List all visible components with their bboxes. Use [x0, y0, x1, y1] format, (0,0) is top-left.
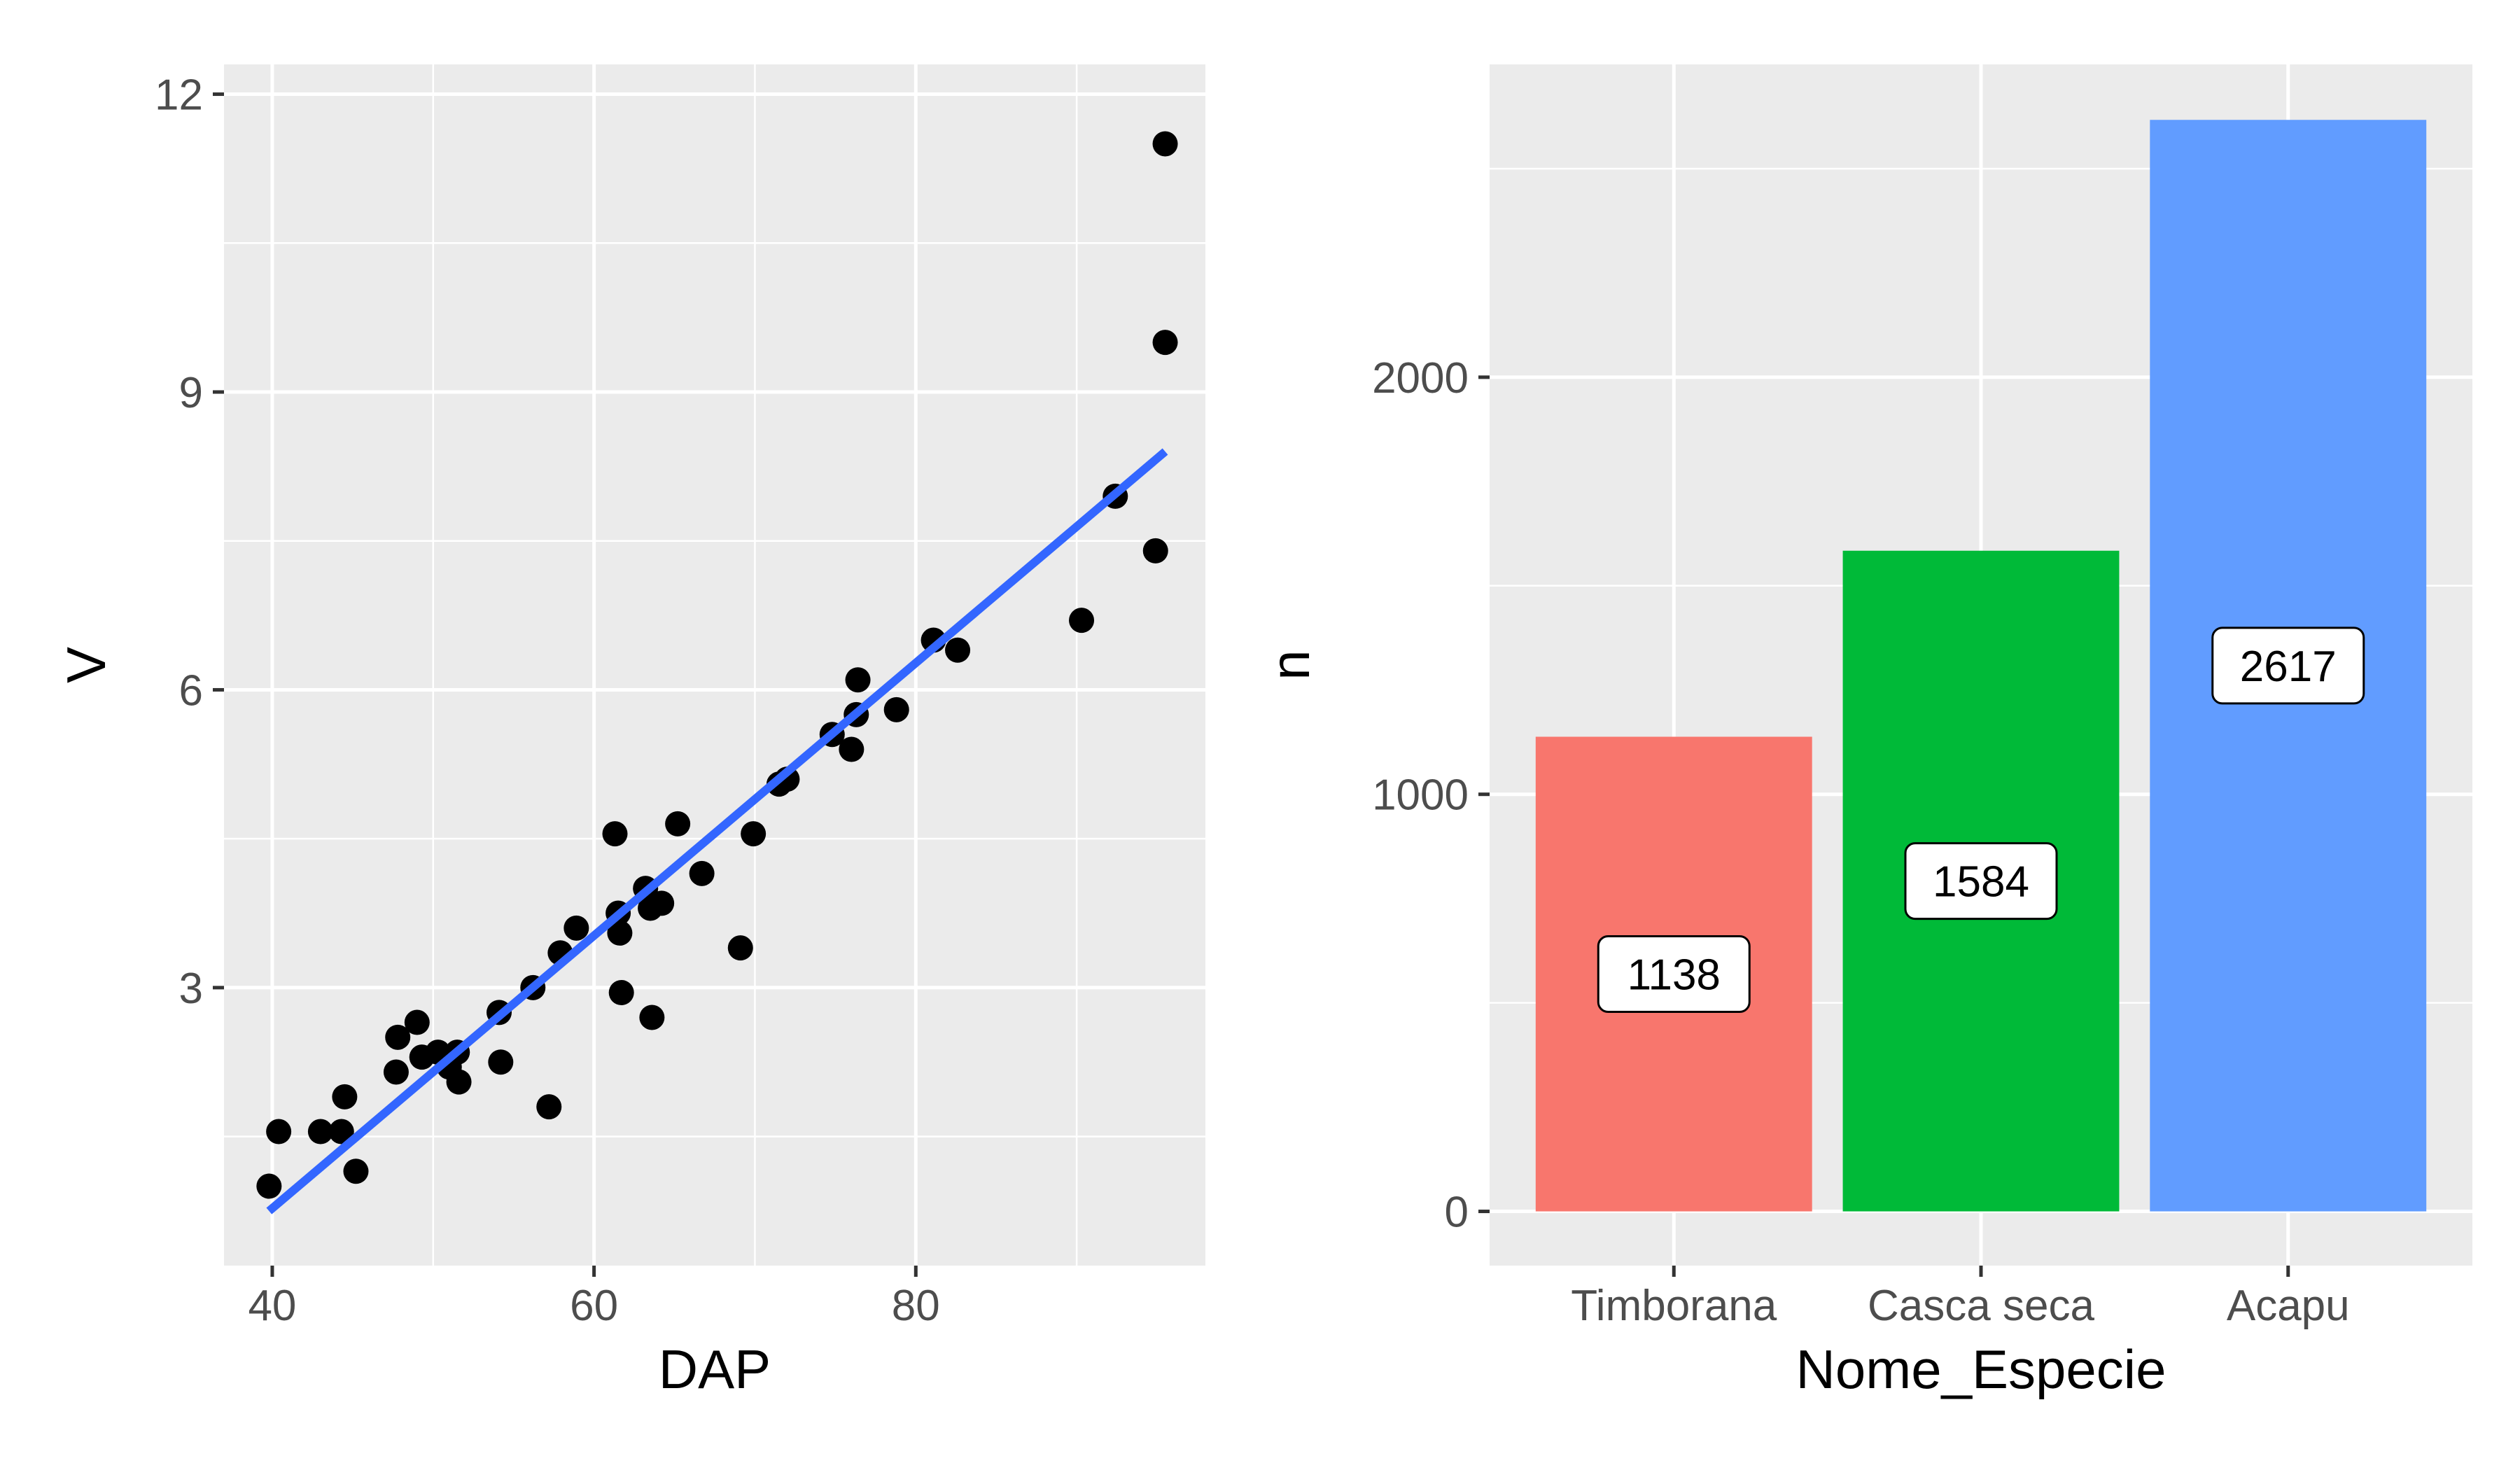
scatter-point [266, 1119, 292, 1144]
scatter-point [564, 915, 589, 941]
scatter-point [839, 736, 864, 762]
scatter-point [845, 667, 871, 693]
scatter-point [649, 890, 675, 916]
scatter-point [488, 1049, 514, 1075]
scatter-point [945, 637, 971, 663]
bar-panel: 0 1000 2000 1138 1584 2617 Timborana Casca seca… [1259, 64, 2472, 1400]
bar-data-label-box [1597, 935, 1751, 1014]
scatter-y-tick-label: 9 [179, 369, 203, 417]
bar-x-tick-label: Casca seca [1868, 1282, 2094, 1330]
scatter-y-axis-title: V [55, 647, 117, 683]
bar-data-label: 1138 [1628, 951, 1721, 1000]
scatter-point [343, 1158, 369, 1184]
scatter-point [307, 1119, 333, 1144]
bar-x-axis-title: Nome_Especie [1796, 1338, 2166, 1400]
scatter-point [741, 821, 766, 847]
scatter-fit-line [266, 448, 1168, 1214]
scatter-point [1069, 608, 1095, 634]
bar-x-tick-label: Acapu [2227, 1282, 2350, 1330]
bar-data-label: 1584 [1933, 858, 2029, 906]
bar-y-axis-title: n [1259, 650, 1321, 680]
bar-data-label-box [1904, 842, 2058, 920]
scatter-point [727, 935, 753, 961]
scatter-point [536, 1094, 562, 1120]
scatter-y-tick-label: 6 [179, 666, 203, 715]
scatter-point [689, 860, 715, 886]
scatter-point [602, 821, 628, 847]
bar-data-label: 2617 [2240, 643, 2337, 691]
bar-y-tick-label: 1000 [1372, 771, 1469, 820]
scatter-point [883, 696, 909, 722]
scatter-x-tick-label: 80 [892, 1282, 940, 1330]
bar-x-tick-label: Timborana [1571, 1282, 1777, 1330]
scatter-x-tick-label: 40 [248, 1282, 296, 1330]
scatter-point [1152, 131, 1178, 157]
scatter-y-tick-label: 3 [179, 965, 203, 1013]
scatter-point [608, 980, 634, 1005]
scatter-point [332, 1084, 358, 1110]
bar-y-tick-label: 0 [1445, 1189, 1469, 1237]
scatter-point [256, 1173, 282, 1199]
scatter-point [328, 1119, 354, 1144]
scatter-point [446, 1069, 472, 1095]
scatter-x-tick-label: 60 [570, 1282, 618, 1330]
scatter-point [385, 1024, 411, 1050]
scatter-point [1152, 330, 1178, 356]
scatter-point [1142, 538, 1168, 564]
scatter-y-tick-label: 12 [155, 71, 203, 120]
scatter-point [383, 1059, 409, 1085]
bar-data-label-box [2211, 626, 2365, 705]
scatter-x-axis-title: DAP [659, 1338, 771, 1400]
scatter-point [404, 1009, 430, 1035]
scatter-point [665, 811, 691, 836]
bar-y-tick-label: 2000 [1372, 354, 1469, 402]
scatter-panel: 40 60 80 3 6 9 12 DAP V [55, 64, 1205, 1400]
scatter-point [607, 920, 633, 946]
scatter-panel-background [224, 64, 1205, 1266]
scatter-point [639, 1004, 665, 1030]
